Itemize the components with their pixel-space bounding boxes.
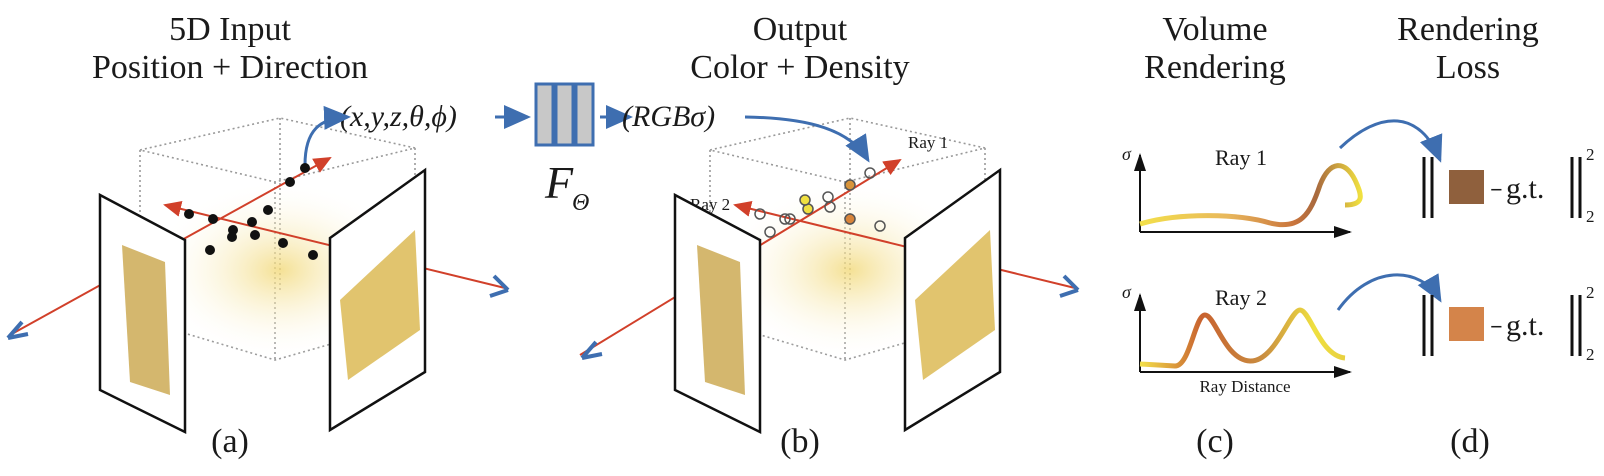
- camera-eye-icon-left: [580, 340, 603, 360]
- panel-b-title-line1: Output: [753, 11, 848, 48]
- panel-c-label: (c): [1196, 423, 1234, 460]
- x-axis-label: Ray Distance: [1199, 377, 1290, 396]
- panel-c-title-line1: Volume: [1162, 11, 1267, 48]
- output-tuple: (RGBσ): [622, 100, 715, 133]
- ground-truth-label: g.t.: [1506, 309, 1544, 342]
- norm-subscript: 2: [1586, 207, 1595, 226]
- panel-a-label: (a): [211, 423, 249, 460]
- camera-eye-icon-right: [1059, 274, 1080, 298]
- arrow-sample-to-input: [303, 105, 351, 166]
- norm-bar-right: [1570, 157, 1582, 218]
- norm-bar-left: [1422, 295, 1434, 356]
- minus-sign: −: [1490, 314, 1503, 339]
- norm-exponent: 2: [1586, 145, 1595, 164]
- network-subscript: Θ: [572, 190, 589, 216]
- norm-exponent: 2: [1586, 283, 1595, 302]
- panel-d-label: (d): [1450, 423, 1490, 460]
- camera-eye-icon-left: [6, 320, 29, 340]
- panel-d-title-line1: Rendering: [1397, 11, 1539, 48]
- panel-c-title: Volume Rendering: [1144, 11, 1286, 86]
- density-plot-ray-2: σ Ray 2 Ray Distance: [1122, 282, 1352, 396]
- colored-sample-points: [754, 167, 886, 238]
- density-plot-ray-1: σ Ray 1: [1122, 144, 1363, 238]
- arrow-ray2-to-loss: [1336, 273, 1442, 311]
- panel-a-title-line1: 5D Input: [169, 11, 291, 48]
- loss-term-ray-1: − g.t. 2 2: [1422, 145, 1595, 226]
- norm-subscript: 2: [1586, 345, 1595, 364]
- ground-truth-label: g.t.: [1506, 172, 1544, 205]
- panel-b-label: (b): [780, 423, 820, 460]
- panel-d-title-line2: Loss: [1436, 49, 1500, 86]
- panel-b-scene: Ray 1 Ray 2: [579, 115, 1080, 435]
- rendered-view-left: [122, 245, 170, 395]
- rendered-view-left: [697, 245, 745, 395]
- arrow-ray1-to-loss: [1338, 119, 1443, 163]
- rendered-color-swatch: [1449, 170, 1484, 204]
- ray-1-label: Ray 1: [908, 133, 948, 152]
- rendered-color-swatch: [1449, 307, 1484, 341]
- panel-a-title-line2: Position + Direction: [92, 49, 368, 86]
- panel-a-title: 5D Input Position + Direction: [92, 11, 368, 86]
- norm-bar-left: [1422, 157, 1434, 218]
- density-curve: [1139, 163, 1363, 228]
- y-axis-label: σ: [1122, 282, 1132, 302]
- input-tuple: (x,y,z,θ,ϕ): [340, 100, 457, 133]
- y-axis-label: σ: [1122, 144, 1132, 164]
- rendered-view-right: [915, 230, 995, 380]
- arrow-output-to-samples: [744, 115, 870, 163]
- network-label: F: [544, 157, 574, 208]
- panel-a-scene: [6, 105, 510, 435]
- loss-term-ray-2: − g.t. 2 2: [1422, 283, 1595, 364]
- network-mlp-icon: [534, 82, 595, 147]
- plot-title: Ray 1: [1215, 145, 1267, 170]
- panel-b-title: Output Color + Density: [690, 11, 909, 86]
- panel-b-title-line2: Color + Density: [690, 49, 909, 86]
- density-curve: [1139, 307, 1346, 369]
- minus-sign: −: [1490, 177, 1503, 202]
- panel-d-title: Rendering Loss: [1397, 11, 1539, 86]
- plot-title: Ray 2: [1215, 285, 1267, 310]
- rendered-view-right: [340, 230, 420, 380]
- camera-eye-icon-right: [489, 274, 510, 298]
- norm-bar-right: [1570, 295, 1582, 356]
- panel-c-title-line2: Rendering: [1144, 49, 1286, 86]
